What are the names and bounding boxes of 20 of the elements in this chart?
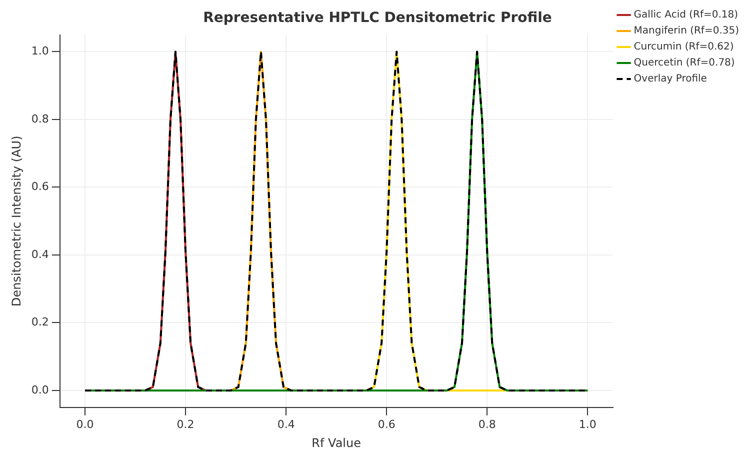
x-tick-label: 0.6 (378, 418, 396, 431)
legend-label: Overlay Profile (634, 74, 707, 85)
y-tick-label: 0.6 (31, 180, 49, 194)
y-tick-label: 0.4 (31, 248, 49, 261)
y-tick-label: 0.2 (31, 316, 49, 329)
y-tick-label: 1.0 (31, 44, 49, 58)
y-axis-title: Densitometric Intensity (AU) (9, 136, 24, 306)
legend-label: Gallic Acid (Rf=0.18) (634, 10, 738, 21)
y-tick-label: 0.0 (31, 383, 49, 396)
x-tick-label: 0.4 (277, 418, 295, 431)
y-tick-label: 0.8 (31, 112, 49, 126)
x-tick-label: 0.0 (76, 418, 94, 431)
x-axis-title: Rf Value (312, 436, 362, 450)
x-tick-label: 0.2 (176, 418, 194, 431)
chart-title: Representative HPTLC Densitometric Profile (203, 10, 552, 26)
legend-label: Quercetin (Rf=0.78) (634, 58, 735, 69)
x-tick-label: 0.8 (478, 418, 496, 431)
x-tick-label: 1.0 (578, 418, 596, 431)
legend-label: Curcumin (Rf=0.62) (634, 42, 734, 53)
legend-label: Mangiferin (Rf=0.35) (634, 26, 740, 37)
